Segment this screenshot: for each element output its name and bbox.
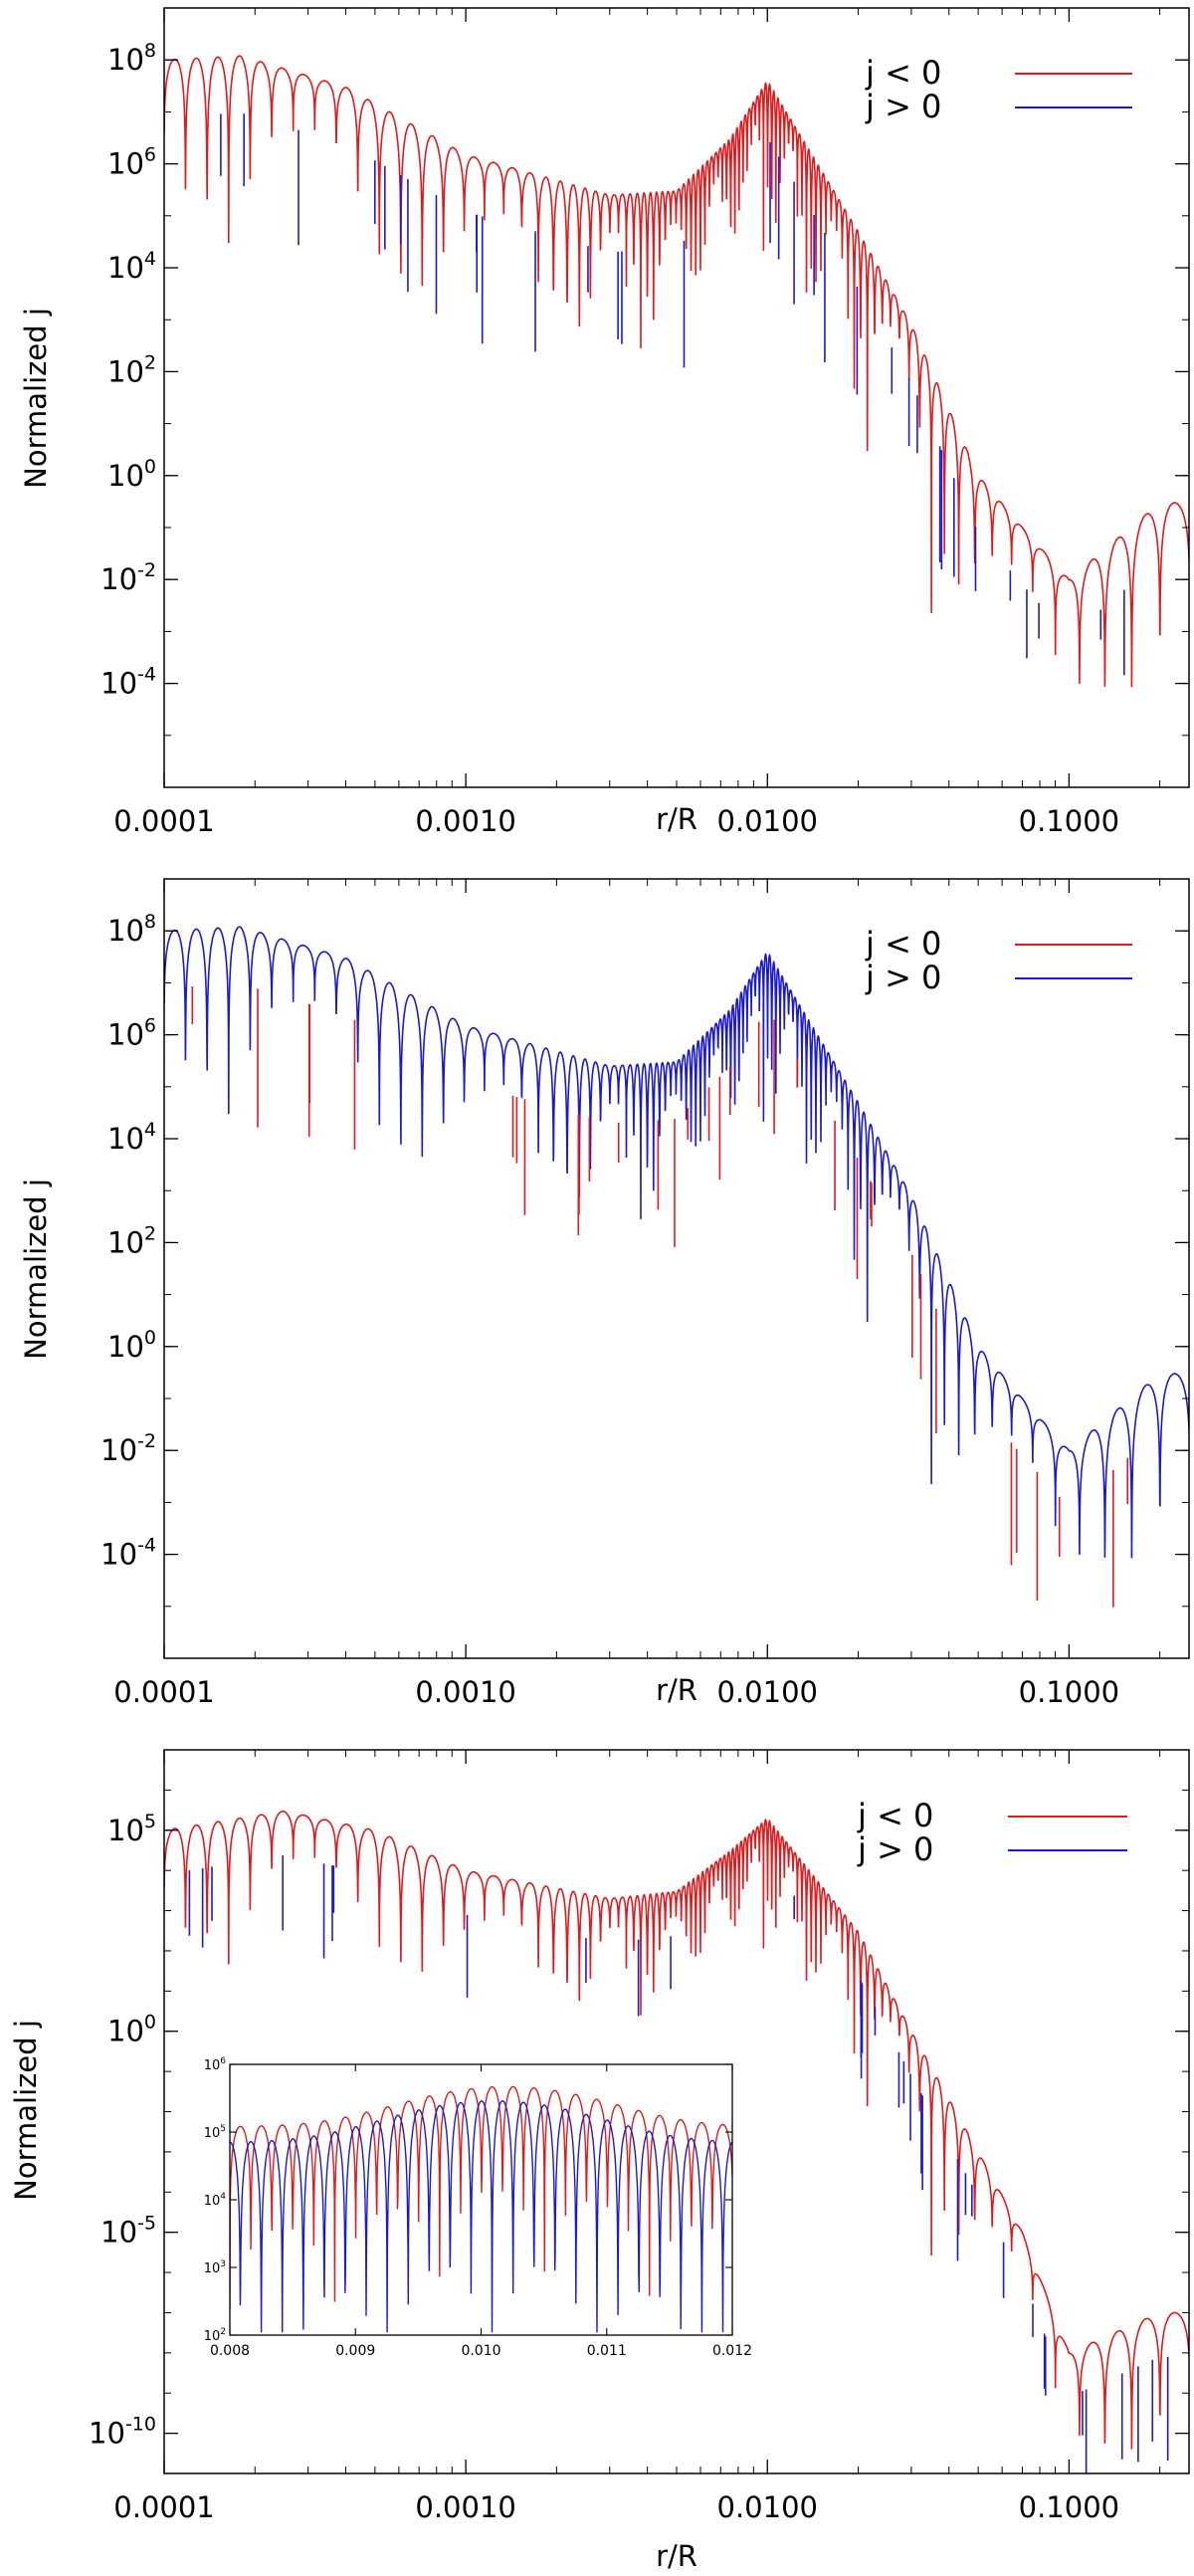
y-tick-label: 102 (107, 1222, 156, 1259)
legend-label-positive: j > 0 (865, 88, 941, 125)
x-tick-label: 0.0010 (415, 2490, 515, 2524)
panel-1-series (164, 55, 1189, 688)
panel-1: 108 106 104 102 100 10-2 10-4 0.0001 0.0010 0.01… (19, 7, 1190, 838)
y-tick-label: 100 (107, 1327, 156, 1364)
y-tick-label: 106 (107, 1015, 156, 1052)
panel-2-ylabel: Normalized j (19, 1179, 53, 1360)
inset-frame (229, 2063, 733, 2336)
y-tick-label: 100 (107, 2012, 156, 2048)
series-line (164, 55, 1189, 688)
inset-x-tick-label: 0.010 (461, 2343, 500, 2359)
panel-3-series (164, 1810, 1189, 2473)
legend-label-negative: j < 0 (857, 1797, 933, 1834)
panel-2-frame (163, 878, 1190, 1659)
inset-y-tick-label: 106 (204, 2056, 227, 2073)
series-line (164, 1810, 1189, 2450)
inset-xaxis: 0.008 0.009 0.010 0.011 0.012 (210, 2064, 752, 2359)
inset-x-tick-label: 0.012 (712, 2343, 752, 2359)
x-tick-label: 0.0001 (113, 1675, 214, 1709)
panel-2-xaxis: 0.0001 0.0010 0.0100 0.1000 (113, 879, 1161, 1709)
y-tick-label: 108 (107, 40, 156, 77)
panel-3-xaxis: 0.0001 0.0010 0.0100 0.1000 (113, 1750, 1161, 2524)
panel-1-xaxis: 0.0001 0.0010 0.0100 0.1000 (113, 8, 1161, 838)
y-tick-label: 10-2 (100, 559, 156, 596)
y-tick-label: 10-10 (89, 2414, 156, 2451)
panel-2-xlabel: r/R (656, 1673, 697, 1707)
x-tick-label: 0.0100 (717, 1675, 818, 1709)
panel-3-ylabel: Normalized j (9, 2020, 43, 2201)
panel-1-yaxis: 108 106 104 102 100 10-2 10-4 (100, 7, 1189, 788)
panel-2-legend: j < 0 j > 0 (865, 925, 1132, 996)
panel-3-frame (163, 1749, 1190, 2474)
y-tick-label: 106 (107, 144, 156, 181)
y-tick-label: 104 (107, 248, 156, 285)
inset-y-tick-label: 103 (204, 2259, 226, 2276)
panel-3-yaxis: 105 100 10-5 10-10 (89, 1749, 1189, 2474)
x-tick-label: 0.1000 (1019, 1675, 1119, 1709)
inset-series (230, 2085, 732, 2333)
series-line (164, 926, 1189, 1559)
y-tick-label: 100 (107, 456, 156, 493)
y-tick-label: 108 (107, 911, 156, 948)
x-tick-label: 0.1000 (1019, 804, 1119, 838)
x-tick-label: 0.0100 (717, 2490, 818, 2524)
inset-yaxis: 106 105 104 103 102 (204, 2056, 732, 2344)
y-tick-label: 10-2 (100, 1430, 156, 1467)
x-tick-label: 0.1000 (1019, 2490, 1119, 2524)
panel-1-legend: j < 0 j > 0 (865, 54, 1132, 125)
x-tick-label: 0.0010 (415, 804, 515, 838)
inset-series-line (230, 2100, 732, 2333)
y-tick-label: 105 (107, 1811, 156, 1847)
legend-label-positive: j > 0 (865, 959, 941, 996)
y-tick-label: 10-5 (100, 2213, 156, 2250)
inset-x-tick-label: 0.011 (587, 2343, 627, 2359)
panel-3-xlabel: r/R (656, 2539, 697, 2573)
x-tick-label: 0.0100 (717, 804, 818, 838)
inset-y-tick-label: 105 (204, 2124, 226, 2141)
panel-1-frame (163, 7, 1190, 788)
panel-2-series (164, 926, 1189, 1608)
inset-x-tick-label: 0.009 (335, 2343, 375, 2359)
inset-y-tick-label: 102 (204, 2327, 226, 2344)
inset-y-tick-label: 104 (204, 2192, 227, 2209)
panel-1-xlabel: r/R (656, 802, 697, 836)
panel-3-legend: j < 0 j > 0 (857, 1797, 1127, 1868)
y-tick-label: 10-4 (100, 1535, 156, 1572)
legend-label-negative: j < 0 (865, 925, 941, 963)
panel-2: 108 106 104 102 100 10-2 10-4 0.0001 0.0010 0.01… (19, 878, 1190, 1709)
inset-x-tick-label: 0.008 (210, 2343, 250, 2359)
x-tick-label: 0.0010 (415, 1675, 515, 1709)
legend-label-negative: j < 0 (865, 54, 941, 92)
y-tick-label: 10-4 (100, 664, 156, 701)
x-tick-label: 0.0001 (113, 804, 214, 838)
inset: 106 105 104 103 102 0.008 0.009 0.010 0.011 0.01… (204, 2056, 752, 2359)
y-tick-label: 104 (107, 1119, 156, 1156)
panel-1-ylabel: Normalized j (19, 308, 53, 489)
panel-2-yaxis: 108 106 104 102 100 10-2 10-4 (100, 878, 1189, 1659)
y-tick-label: 102 (107, 351, 156, 388)
panel-3: 105 100 10-5 10-10 0.0001 0.0010 0.0100 0.1000… (9, 1749, 1190, 2573)
inset-series-line (230, 2085, 732, 2310)
legend-label-positive: j > 0 (857, 1830, 933, 1868)
x-tick-label: 0.0001 (113, 2490, 214, 2524)
